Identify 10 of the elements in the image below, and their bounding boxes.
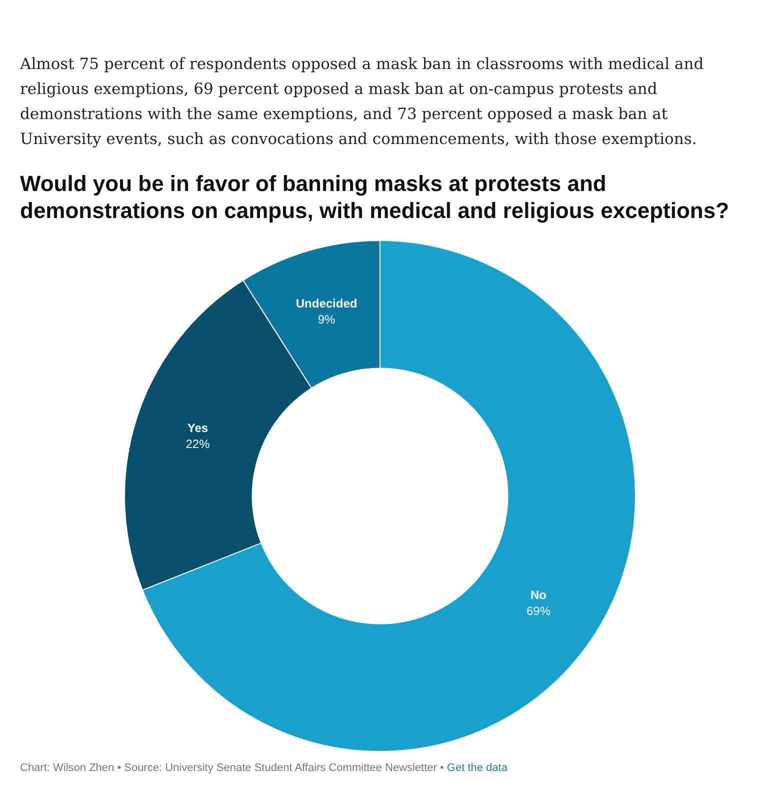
data-label: 22% <box>185 437 210 452</box>
data-label: 9% <box>317 312 336 326</box>
slice-label: Undecided <box>295 296 357 310</box>
chart-title: Would you be in favor of banning masks at protests and demonstrations on campus, with medical and religious exceptions? <box>19 170 730 224</box>
text: Chart: Wilson Zhen • Source: University Senate Student Affairs Committee Newsletter • <box>20 762 444 774</box>
slice-label: Yes <box>186 421 208 436</box>
data-label: 69% <box>526 604 550 618</box>
text: Get the data <box>446 762 508 774</box>
chart-subtitle: Almost 75 percent of respondents opposed a mask ban in classrooms with medical and religious exemptions, 69 percent opposed a mask ban at on-campus protests and demonstrations with the same exemptions, and 73 percent opposed a mask ban at University events, such as convocations and commencements, with those exemptions. <box>18 54 705 150</box>
slice-label: No <box>530 588 546 602</box>
